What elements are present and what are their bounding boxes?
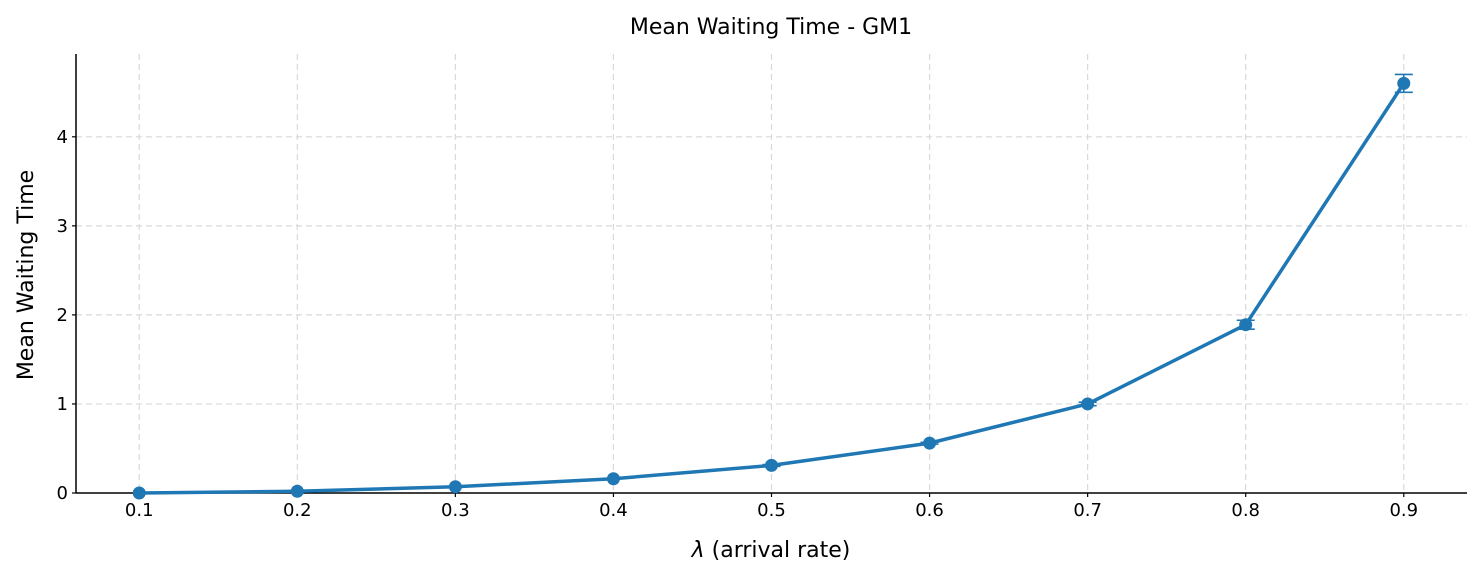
data-point [132,486,146,500]
y-tick-label: 4 [57,127,68,148]
x-tick-label: 0.3 [441,500,470,521]
data-point [765,458,778,472]
x-axis-label-text: (arrival rate) [705,538,851,563]
data-point [1239,318,1253,332]
y-axis-ticks: 0 1 2 3 4 [57,127,76,504]
y-tick-label: 0 [57,483,68,504]
data-point [290,484,304,498]
y-tick-label: 1 [57,394,68,415]
data-point [448,480,462,494]
data-point [923,436,937,450]
data-point [606,472,620,486]
x-tick-label: 0.6 [915,500,944,521]
x-axis-ticks: 0.1 0.2 0.3 0.4 0.5 0.6 0.7 0.8 0.9 [125,493,1418,521]
y-tick-label: 3 [57,216,68,237]
series-layer [132,73,1413,500]
x-tick-label: 0.8 [1231,500,1260,521]
grid [76,54,1467,493]
data-point [1081,397,1095,411]
x-tick-label: 0.2 [283,500,312,521]
x-tick-label: 0.5 [757,500,786,521]
x-tick-label: 0.7 [1073,500,1102,521]
chart-title: Mean Waiting Time - GM1 [630,15,912,40]
y-tick-label: 2 [57,305,68,326]
x-tick-label: 0.9 [1389,500,1418,521]
x-tick-label: 0.4 [599,500,628,521]
x-axis-label: λ (arrival rate) [691,538,851,563]
y-axis-label: Mean Waiting Time [14,170,39,380]
x-axis-label-symbol: λ [691,538,705,563]
x-tick-label: 0.1 [125,500,154,521]
data-point [1397,76,1411,90]
